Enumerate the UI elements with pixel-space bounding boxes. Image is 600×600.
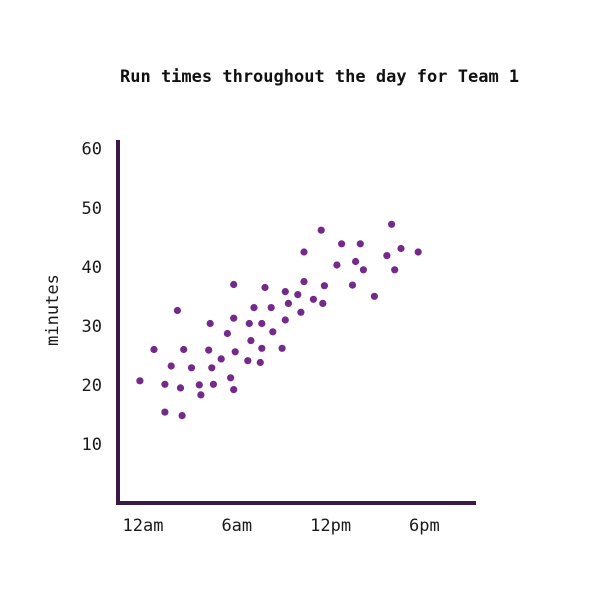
- data-point: [258, 344, 266, 352]
- data-point: [245, 319, 253, 328]
- data-point: [150, 345, 158, 354]
- x-tick-labels: 12am 6am 12pm 6pm: [123, 516, 440, 536]
- data-point: [278, 344, 286, 352]
- data-point: [352, 257, 360, 266]
- data-point: [356, 240, 364, 248]
- data-point: [167, 362, 175, 370]
- data-point: [267, 304, 275, 312]
- data-point: [195, 381, 203, 389]
- y-tick-labels: 10 20 30 40 50 60: [82, 140, 102, 455]
- data-point: [227, 374, 235, 382]
- data-point: [258, 319, 266, 328]
- data-point: [244, 357, 252, 365]
- chart-title: Run times throughout the day for Team 1: [120, 67, 519, 87]
- data-point: [136, 377, 144, 385]
- data-point: [359, 266, 367, 274]
- data-point: [230, 386, 238, 394]
- data-point: [317, 226, 325, 234]
- data-point: [180, 345, 188, 354]
- data-point: [217, 355, 225, 363]
- y-axis-label: minutes: [43, 274, 63, 346]
- y-tick-label: 10: [82, 435, 102, 455]
- data-point: [309, 295, 317, 303]
- data-point: [209, 380, 217, 388]
- data-point: [388, 220, 396, 228]
- data-point: [391, 266, 399, 274]
- data-point: [230, 280, 238, 289]
- data-points: [136, 220, 422, 420]
- data-point: [294, 291, 302, 299]
- data-point: [231, 348, 239, 356]
- data-point: [281, 288, 289, 296]
- data-point: [197, 391, 205, 399]
- y-tick-label: 50: [82, 199, 102, 219]
- data-point: [223, 329, 231, 338]
- y-tick-label: 30: [82, 317, 102, 337]
- data-point: [300, 248, 308, 256]
- data-point: [370, 292, 378, 300]
- data-point: [247, 337, 255, 345]
- data-point: [161, 380, 169, 388]
- data-point: [261, 283, 269, 292]
- x-tick-label: 12pm: [310, 516, 351, 536]
- x-tick-label: 6pm: [409, 516, 440, 536]
- data-point: [383, 252, 391, 260]
- data-point: [176, 384, 185, 392]
- data-point: [173, 306, 181, 315]
- data-point: [300, 278, 308, 286]
- data-point: [319, 299, 327, 307]
- y-tick-label: 20: [82, 376, 102, 396]
- data-point: [397, 244, 405, 253]
- data-point: [187, 364, 196, 372]
- data-point: [178, 412, 186, 420]
- data-point: [338, 240, 346, 248]
- x-tick-label: 6am: [221, 516, 252, 536]
- x-tick-label: 12am: [123, 516, 164, 536]
- y-tick-label: 60: [82, 140, 102, 160]
- data-point: [414, 248, 422, 256]
- data-point: [269, 328, 277, 336]
- data-point: [206, 319, 214, 328]
- y-tick-label: 40: [82, 258, 102, 278]
- data-point: [205, 346, 213, 354]
- data-point: [281, 316, 289, 324]
- data-point: [297, 308, 305, 316]
- data-point: [256, 358, 264, 367]
- data-point: [284, 299, 292, 307]
- data-point: [320, 282, 328, 290]
- data-point: [230, 314, 238, 322]
- data-point: [333, 261, 341, 269]
- data-point: [208, 364, 216, 372]
- data-point: [348, 281, 357, 289]
- data-point: [250, 304, 258, 312]
- data-point: [161, 408, 169, 416]
